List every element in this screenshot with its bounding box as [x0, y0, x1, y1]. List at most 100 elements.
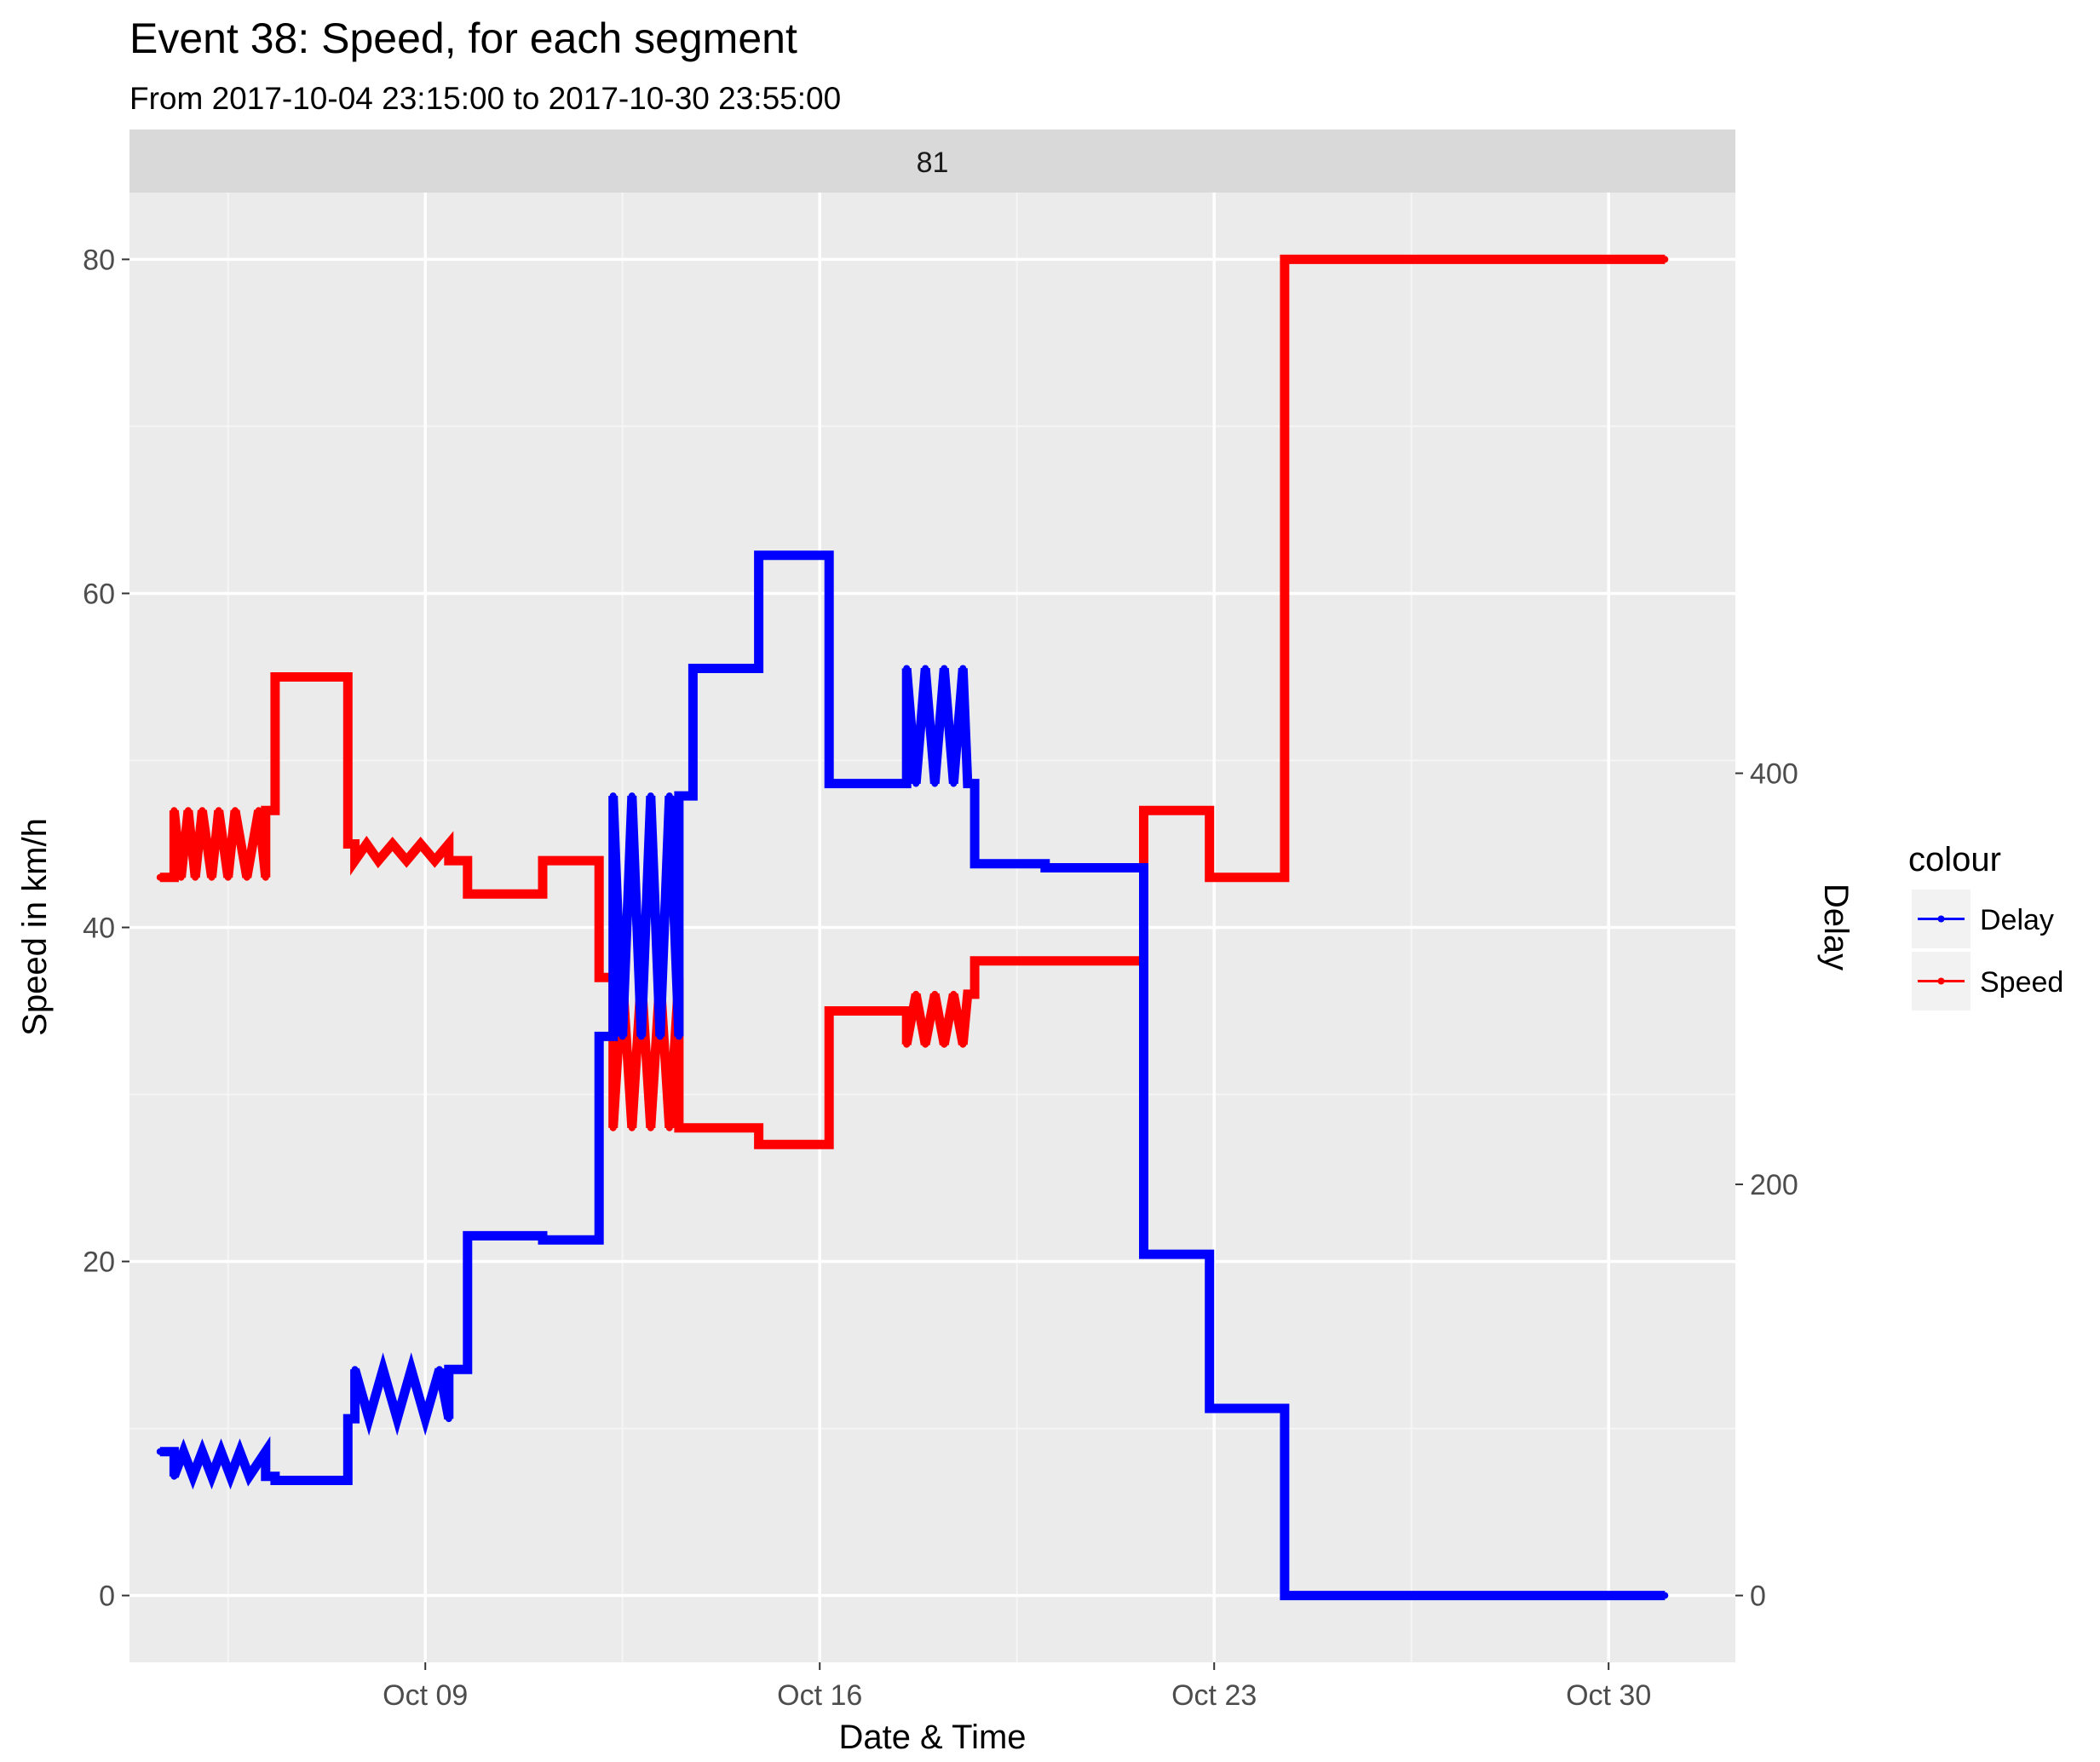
series-point-delay [618, 1033, 626, 1040]
series-point-speed [271, 673, 279, 681]
x-tick-label: Oct 16 [777, 1679, 862, 1712]
facet-strip [129, 130, 1735, 193]
series-point-speed [1280, 873, 1288, 881]
series-point-delay [675, 792, 682, 800]
series-point-delay [971, 780, 979, 787]
series-point-delay [647, 792, 654, 800]
series-point-delay [445, 1415, 452, 1423]
series-point-delay [539, 1236, 546, 1244]
series-point-delay [903, 665, 911, 672]
series-point-speed [271, 807, 279, 815]
series-point-speed [826, 1007, 833, 1015]
series-point-delay [964, 780, 971, 787]
series-point-speed [192, 873, 199, 881]
series-point-delay [1661, 1592, 1669, 1599]
series-point-speed [344, 673, 352, 681]
series-point-speed [351, 857, 359, 865]
series-point-delay [198, 1448, 206, 1455]
series-point-delay [1280, 1592, 1288, 1599]
chart-title: Event 38: Speed, for each segment [129, 14, 797, 62]
series-point-delay [755, 665, 762, 672]
y2-tick-label: 200 [1750, 1169, 1798, 1201]
series-point-speed [665, 1124, 673, 1131]
y-tick-label: 40 [83, 913, 115, 945]
series-layer [156, 254, 1669, 1601]
series-point-speed [903, 1007, 911, 1015]
facet-label: 81 [917, 147, 949, 179]
chart-subtitle: From 2017-10-04 23:15:00 to 2017-10-30 2… [129, 81, 842, 116]
series-point-delay [271, 1477, 279, 1484]
series-point-speed [388, 840, 396, 848]
series-point-delay [217, 1448, 225, 1455]
series-point-speed [922, 1040, 929, 1048]
series-point-delay [180, 1448, 187, 1455]
series-point-speed [826, 1141, 833, 1149]
series-point-speed [609, 1124, 617, 1131]
series-point-speed [1205, 873, 1213, 881]
series-point-speed [463, 857, 471, 865]
series-point-delay [262, 1472, 269, 1480]
series-point-delay [609, 1033, 617, 1040]
series-point-delay [156, 1448, 164, 1455]
series-point-delay [344, 1477, 352, 1484]
series-point-speed [262, 873, 269, 881]
series-point-speed [1661, 256, 1669, 263]
series-point-speed [971, 990, 979, 998]
series-point-delay [637, 1033, 645, 1040]
legend-title: colour [1908, 841, 2001, 878]
series-point-delay [1280, 1405, 1288, 1412]
series-point-delay [407, 1366, 415, 1373]
series-point-speed [184, 807, 192, 815]
series-point-speed [595, 974, 603, 982]
series-point-delay [826, 780, 833, 787]
series-point-speed [255, 807, 262, 815]
series-point-speed [215, 807, 222, 815]
series-point-speed [445, 840, 452, 848]
series-point-speed [539, 890, 546, 898]
series-point-delay [903, 780, 911, 787]
series-point-delay [463, 1366, 471, 1373]
series-point-delay [208, 1472, 216, 1480]
series-point-delay [365, 1415, 373, 1423]
series-point-delay [912, 780, 920, 787]
series-point-delay [595, 1033, 603, 1040]
x-tick-label: Oct 30 [1566, 1679, 1651, 1712]
series-point-delay [689, 665, 697, 672]
series-point-delay [344, 1415, 352, 1423]
series-point-speed [941, 1040, 948, 1048]
series-point-speed [931, 990, 939, 998]
series-point-delay [1140, 864, 1148, 872]
series-point-delay [931, 780, 939, 787]
legend: colour Delay Speed [1908, 841, 2063, 1011]
y-axis-title: Speed in km/h [16, 818, 54, 1036]
series-point-speed [375, 857, 383, 865]
y2-axis-title: Delay [1817, 884, 1855, 970]
series-point-delay [394, 1415, 401, 1423]
series-point-speed [1280, 256, 1288, 263]
series-point-speed [595, 857, 603, 865]
series-point-speed [417, 840, 424, 848]
series-point-speed [170, 807, 178, 815]
series-point-delay [922, 665, 929, 672]
series-point-speed [363, 840, 371, 848]
series-point-speed [170, 873, 178, 881]
series-point-speed [755, 1141, 762, 1149]
series-point-speed [232, 807, 239, 815]
series-point-speed [628, 1124, 636, 1131]
series-point-speed [351, 840, 359, 848]
series-point-speed [208, 873, 216, 881]
y-tick-label: 20 [83, 1247, 115, 1279]
series-point-delay [351, 1415, 359, 1423]
series-point-speed [755, 1124, 762, 1131]
series-point-delay [609, 792, 617, 800]
series-point-delay [435, 1366, 443, 1373]
axes-layer: 0 20 40 60 80 0 200 400 Oct 09 Oct 16 Oct 23 Oct 30 [83, 244, 1798, 1712]
series-point-delay [170, 1448, 178, 1455]
y2-tick-label: 0 [1750, 1581, 1766, 1613]
legend-label-delay: Delay [1980, 904, 2054, 936]
x-axis-title: Date & Time [838, 1719, 1026, 1756]
series-point-speed [675, 1124, 682, 1131]
series-point-speed [262, 807, 269, 815]
series-point-speed [224, 873, 232, 881]
